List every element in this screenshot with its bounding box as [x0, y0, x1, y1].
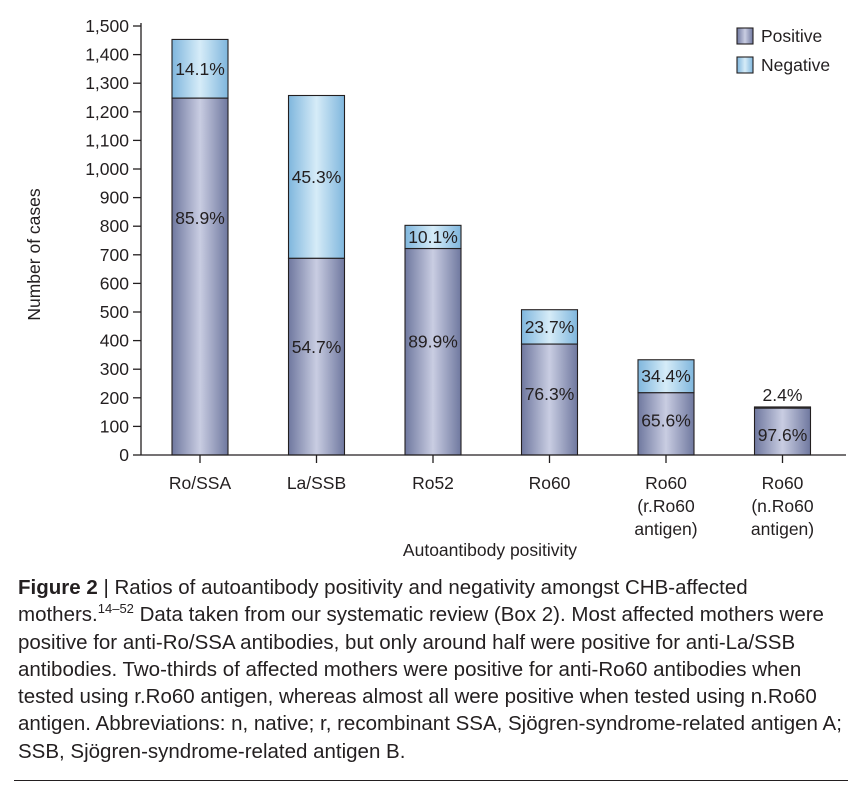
y-tick-label: 0	[119, 445, 129, 465]
y-axis: 0 100 200 300 400 500 600 700 800 900 1,000 1,100 1,…	[24, 16, 142, 465]
bar-negative	[753, 406, 812, 409]
bar-positive	[753, 407, 812, 456]
data-label-positive: 54.7%	[292, 337, 342, 357]
data-label-negative: 45.3%	[292, 167, 342, 187]
bar-positive	[520, 343, 579, 456]
caption-refs: 14–52	[97, 601, 134, 617]
figure-caption: Figure 2 | Ratios of autoantibody positi…	[18, 574, 848, 765]
figure-label: Figure 2	[18, 576, 98, 599]
bar-positive	[287, 257, 346, 456]
bar-negative	[520, 309, 579, 345]
y-axis-title: Number of cases	[24, 188, 44, 321]
x-tick-label: (r.Ro60	[637, 496, 695, 516]
y-tick-label: 1,300	[85, 73, 129, 93]
bars: 85.9% 14.1% 54.7% 45.3% 89.9% 10.1% 76.3% 23.7%…	[171, 38, 812, 456]
bar-negative	[171, 38, 229, 99]
legend-label-positive: Positive	[761, 26, 822, 46]
bottom-rule	[14, 780, 848, 781]
data-label-positive: 97.6%	[758, 425, 808, 445]
stacked-bar-chart: 0 100 200 300 400 500 600 700 800 900 1,000 1,100 1,…	[24, 16, 846, 560]
x-tick-label: antigen)	[634, 519, 697, 539]
x-tick-label: Ro60	[529, 473, 571, 493]
x-tick-label: Ro60	[645, 473, 687, 493]
bar-positive	[171, 97, 229, 456]
y-tick-label: 200	[100, 388, 129, 408]
data-label-negative: 2.4%	[763, 385, 803, 405]
legend-swatch-positive	[736, 27, 754, 45]
caption-text-a: Ratios of autoantibody positivity and ne…	[18, 576, 748, 627]
y-tick-label: 1,500	[85, 16, 129, 36]
data-label-negative: 23.7%	[525, 317, 575, 337]
x-tick-label: Ro60	[762, 473, 804, 493]
legend-label-negative: Negative	[761, 55, 830, 75]
x-tick-label: Ro/SSA	[169, 473, 232, 493]
y-tick-label: 600	[100, 273, 129, 293]
y-tick-label: 700	[100, 245, 129, 265]
y-tick-label: 900	[100, 188, 129, 208]
y-tick-label: 1,000	[85, 159, 129, 179]
legend: Positive Negative	[736, 26, 830, 75]
bar-negative	[287, 94, 346, 259]
legend-swatch-negative	[736, 56, 754, 74]
data-label-positive: 89.9%	[408, 331, 458, 351]
data-label-negative: 10.1%	[408, 227, 458, 247]
bar-negative	[404, 224, 462, 250]
bar-negative	[637, 359, 695, 394]
y-tick-label: 500	[100, 302, 129, 322]
caption-separator: |	[97, 576, 115, 599]
x-tick-label: Ro52	[412, 473, 454, 493]
data-label-positive: 85.9%	[175, 208, 225, 228]
y-tick-label: 800	[100, 216, 129, 236]
x-tick-label: antigen)	[751, 519, 814, 539]
caption-text-b: Data taken from our systematic review (B…	[18, 603, 842, 763]
data-label-positive: 76.3%	[525, 384, 575, 404]
y-tick-label: 1,100	[85, 130, 129, 150]
bar-positive	[404, 247, 462, 456]
data-label-negative: 34.4%	[641, 366, 691, 386]
x-axis: Ro/SSA La/SSB Ro52 Ro60 Ro60 (r.Ro60 antigen) R…	[141, 454, 846, 560]
x-axis-title: Autoantibody positivity	[403, 540, 577, 560]
data-label-positive: 65.6%	[641, 411, 691, 431]
y-tick-label: 1,200	[85, 102, 129, 122]
y-tick-label: 100	[100, 416, 129, 436]
data-label-negative: 14.1%	[175, 59, 225, 79]
y-tick-label: 1,400	[85, 45, 129, 65]
y-tick-label: 300	[100, 359, 129, 379]
x-tick-label: La/SSB	[287, 473, 346, 493]
x-tick-label: (n.Ro60	[751, 496, 814, 516]
y-tick-label: 400	[100, 331, 129, 351]
